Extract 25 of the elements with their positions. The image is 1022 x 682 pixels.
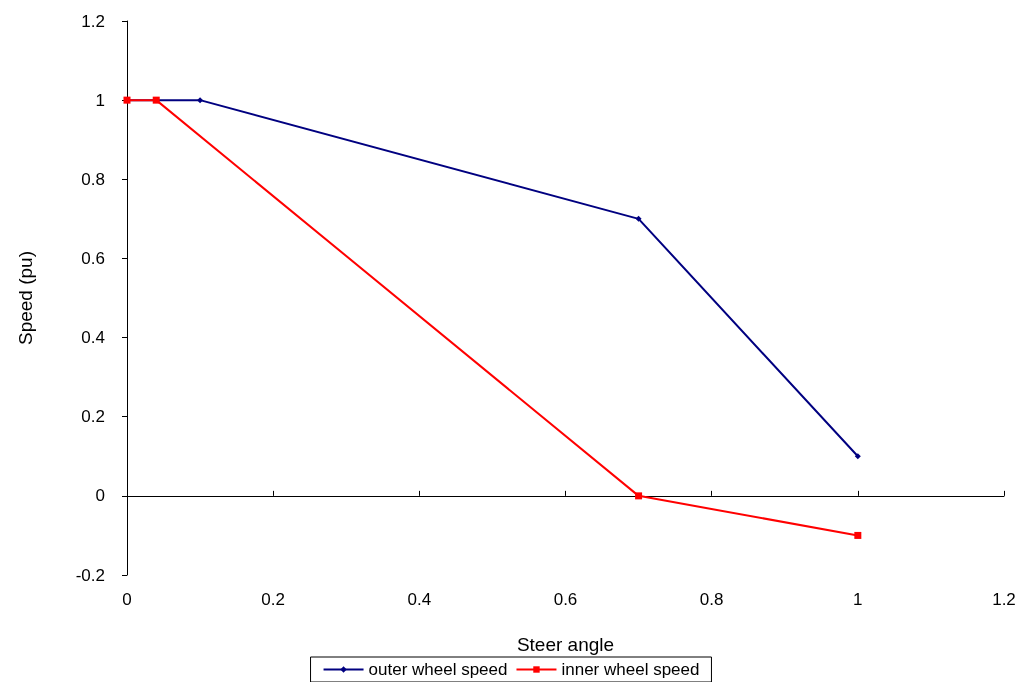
y-tick-label: -0.2 <box>75 565 105 585</box>
y-tick-label: 0.4 <box>81 328 105 348</box>
x-tick-label: 0.8 <box>699 590 724 609</box>
y-tick-label: 0 <box>95 486 105 506</box>
y-tick-label: 1 <box>95 90 105 110</box>
y-tick-label: 1.2 <box>81 11 105 31</box>
x-tick-label: 0.2 <box>261 590 285 609</box>
point <box>197 97 204 104</box>
point <box>635 215 642 222</box>
x-axis-title: Steer angle <box>516 634 615 655</box>
x-tick-label: 1 <box>853 590 863 609</box>
y-axis-title: Speed (pu) <box>15 250 36 346</box>
x-tick-label: 0.4 <box>407 590 432 609</box>
y-tick-label: 0.8 <box>81 169 105 189</box>
point <box>635 492 643 500</box>
legend-label: outer wheel speed <box>368 660 508 679</box>
x-tick-label: 1.2 <box>992 590 1016 609</box>
y-tick-label: 0.2 <box>81 407 105 427</box>
point <box>854 531 862 539</box>
point <box>152 96 160 104</box>
x-tick-label: 0.6 <box>553 590 578 609</box>
x-tick-label: 0 <box>122 590 132 609</box>
point <box>854 453 861 460</box>
y-tick-label: 0.6 <box>81 248 105 268</box>
legend-label: inner wheel speed <box>561 660 700 679</box>
